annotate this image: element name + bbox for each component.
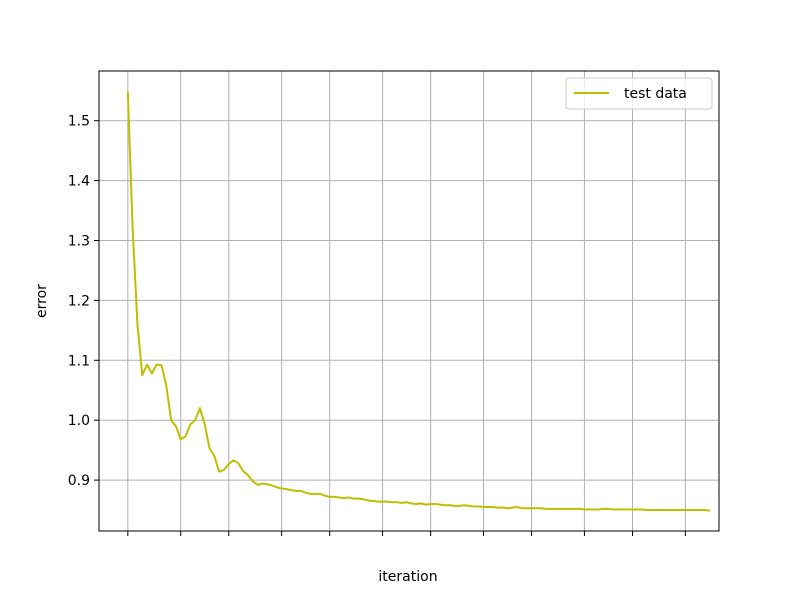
- x-axis-label: iteration: [378, 569, 437, 585]
- y-tick-label: 1.4: [68, 174, 90, 190]
- y-tick-label: 1.0: [68, 413, 90, 429]
- y-tick-label: 1.2: [68, 293, 90, 309]
- y-tick-label: 0.9: [68, 473, 90, 489]
- grid-lines: [99, 71, 719, 531]
- legend-box: [565, 77, 713, 110]
- y-tick-label: 1.5: [68, 114, 90, 130]
- x-axis-ticks: [127, 531, 686, 536]
- y-tick-label: 1.3: [68, 234, 90, 250]
- series-layer: [126, 91, 711, 512]
- plot-frame: [98, 70, 720, 532]
- y-tick-label: 1.1: [68, 353, 90, 369]
- series-line-test-data: [126, 91, 711, 512]
- legend: test data: [565, 77, 713, 110]
- legend-label-test-data: test data: [624, 86, 687, 102]
- y-axis-label: error: [34, 284, 50, 318]
- plot-area-background: [99, 71, 719, 531]
- y-axis-ticks: 0.9 1.0 1.1 1.2 1.3 1.4 1.5: [68, 114, 99, 489]
